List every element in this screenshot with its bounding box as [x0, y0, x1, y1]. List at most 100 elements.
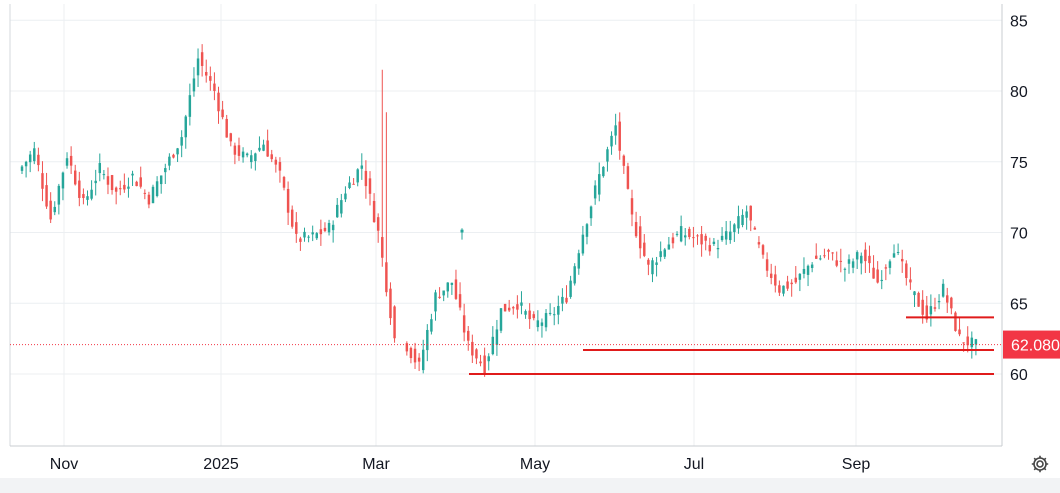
- candle-body: [348, 182, 351, 189]
- candle-body: [933, 307, 937, 309]
- settings-gear-icon[interactable]: [1028, 452, 1052, 476]
- support-lines[interactable]: [469, 316, 994, 375]
- candle-body: [552, 314, 556, 316]
- candle-body: [90, 189, 93, 199]
- candle-body: [290, 209, 294, 227]
- candle-body: [454, 279, 458, 299]
- candle-body: [827, 249, 830, 252]
- candle-body: [360, 165, 364, 169]
- candle-body: [737, 216, 740, 229]
- candle-body: [507, 307, 511, 311]
- y-tick-label: 75: [1010, 155, 1028, 172]
- candle-body: [319, 229, 323, 235]
- candle-body: [798, 273, 802, 280]
- candle-body: [61, 172, 65, 189]
- candle-body: [900, 258, 904, 262]
- candle-body: [896, 252, 900, 254]
- y-tick-label: 65: [1010, 296, 1028, 313]
- candle-body: [147, 194, 151, 205]
- candle-body: [417, 357, 421, 362]
- candle-body: [135, 181, 138, 187]
- candle-body: [311, 232, 314, 235]
- candle-body: [941, 283, 945, 297]
- candle-body: [868, 255, 871, 264]
- candle-body: [57, 185, 61, 205]
- candle-body: [426, 329, 429, 351]
- candle-body: [663, 249, 666, 257]
- chart-canvas[interactable]: 60 65 70 75 80 85 Nov 2025 Mar May Jul Sep 62.080: [0, 0, 1060, 478]
- candle-body: [565, 297, 568, 303]
- candle-body: [573, 266, 576, 284]
- footer-strip: [0, 478, 1060, 493]
- candle-body: [602, 166, 605, 177]
- last-price-badge: [1003, 330, 1060, 359]
- candle-body: [540, 322, 544, 326]
- candle-body: [106, 176, 110, 185]
- candle-body: [376, 217, 380, 231]
- gear-icon[interactable]: [1030, 454, 1050, 474]
- candle-body: [78, 180, 81, 198]
- candle-body: [512, 307, 515, 309]
- candle-body: [184, 116, 187, 138]
- candle-body: [200, 52, 204, 66]
- candle-body: [479, 361, 482, 364]
- candle-body: [37, 154, 40, 166]
- candle-body: [327, 222, 331, 233]
- candle-body: [209, 76, 212, 81]
- candle-body: [884, 267, 888, 269]
- candle-body: [921, 299, 924, 315]
- candle-body: [638, 226, 642, 249]
- candle-body: [405, 343, 409, 352]
- candle-body: [131, 173, 134, 176]
- candle-body: [307, 236, 310, 238]
- candle-body: [217, 92, 220, 112]
- candle-body: [802, 268, 806, 274]
- x-tick-label: Jul: [684, 456, 704, 473]
- candle-body: [491, 336, 495, 355]
- candle-body: [536, 320, 540, 328]
- candle-body: [483, 355, 486, 374]
- candle-body: [765, 259, 769, 271]
- candle-body: [774, 274, 777, 286]
- candle-body: [524, 311, 527, 315]
- candle-body: [679, 226, 683, 242]
- candle-body: [606, 149, 609, 162]
- candle-body: [700, 234, 703, 245]
- candle-body: [458, 294, 462, 308]
- candle-body: [393, 306, 396, 339]
- candle-body: [909, 279, 912, 283]
- candle-body: [295, 222, 298, 234]
- candle-body: [659, 251, 662, 258]
- candle-body: [155, 181, 159, 197]
- candle-body: [254, 153, 257, 162]
- candle-body: [352, 183, 355, 185]
- candle-body: [905, 263, 908, 278]
- candle-body: [213, 83, 216, 91]
- y-tick-label: 80: [1010, 84, 1028, 101]
- candle-body: [864, 249, 867, 262]
- candle-body: [86, 196, 89, 200]
- candle-body: [962, 342, 965, 344]
- candle-body: [626, 166, 630, 189]
- candle-body: [205, 71, 208, 76]
- last-price-label: 62.080: [1011, 338, 1060, 355]
- candle-body: [655, 262, 658, 265]
- candle-body: [462, 315, 466, 333]
- candle-body: [368, 178, 372, 194]
- candle-body: [970, 337, 974, 348]
- candle-body: [172, 154, 175, 158]
- candle-body: [503, 303, 507, 312]
- candle-body: [270, 154, 273, 160]
- candle-body: [143, 192, 147, 194]
- candle-body: [188, 95, 192, 117]
- candle-body: [688, 228, 691, 237]
- candle-body: [372, 200, 376, 223]
- candle-body: [966, 336, 969, 346]
- candle-body: [835, 260, 838, 266]
- candle-body: [839, 260, 843, 262]
- candle-body: [716, 247, 720, 250]
- candle-body: [880, 279, 883, 282]
- candle-body: [929, 306, 933, 315]
- candle-body: [557, 305, 560, 315]
